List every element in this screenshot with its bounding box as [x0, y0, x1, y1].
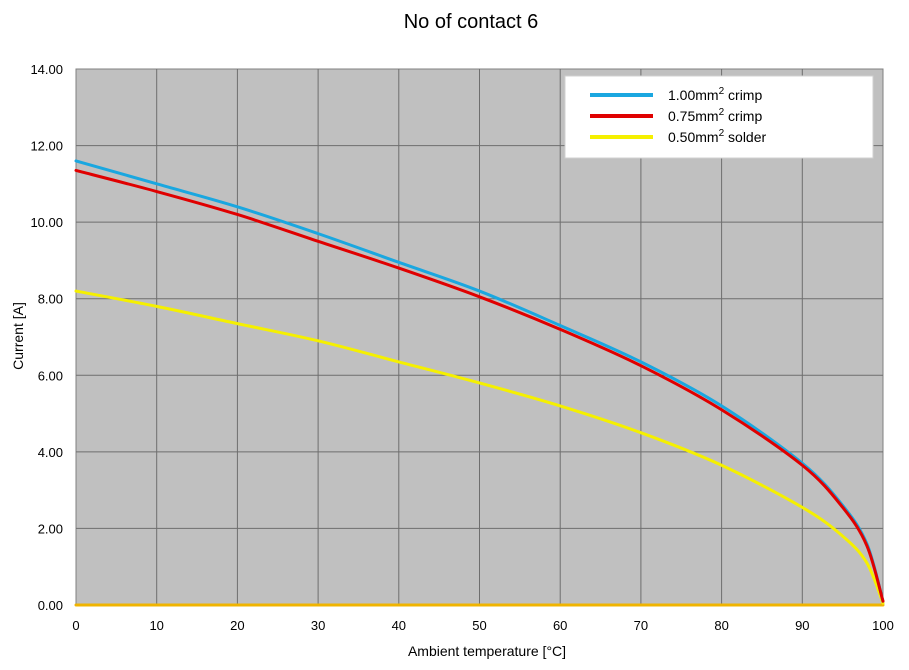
legend: 1.00mm2 crimp 0.75mm2 crimp 0.50mm2 solder — [564, 75, 874, 159]
legend-label: 0.75mm2 crimp — [668, 107, 762, 124]
x-tick-label: 90 — [795, 618, 809, 633]
x-tick-label: 70 — [634, 618, 648, 633]
y-tick-label: 8.00 — [38, 292, 63, 307]
y-tick-label: 12.00 — [30, 139, 63, 154]
x-axis-title: Ambient temperature [°C] — [408, 643, 566, 659]
chart-title: No of contact 6 — [404, 11, 539, 33]
y-tick-label: 0.00 — [38, 598, 63, 613]
x-tick-label: 0 — [72, 618, 79, 633]
y-tick-label: 10.00 — [30, 215, 63, 230]
x-tick-label: 10 — [149, 618, 163, 633]
x-tick-label: 20 — [230, 618, 244, 633]
x-tick-label: 30 — [311, 618, 325, 633]
x-tick-label: 40 — [392, 618, 406, 633]
series-line-2 — [74, 289, 885, 605]
series-lines — [74, 159, 885, 607]
x-tick-label: 80 — [714, 618, 728, 633]
y-tick-label: 4.00 — [38, 445, 63, 460]
y-tick-label: 2.00 — [38, 521, 63, 536]
legend-label: 1.00mm2 crimp — [668, 86, 762, 103]
x-tick-label: 100 — [872, 618, 894, 633]
series-line-1 — [74, 168, 885, 603]
legend-label: 0.50mm2 solder — [668, 128, 766, 145]
y-tick-label: 14.00 — [30, 62, 63, 77]
y-axis-title: Current [A] — [10, 302, 26, 370]
tick-labels: 0 10 20 30 40 50 60 70 80 90 100 0.00 2.00 4.00 6.00 8.… — [30, 62, 893, 633]
x-tick-label: 50 — [472, 618, 486, 633]
y-tick-label: 6.00 — [38, 368, 63, 383]
x-tick-label: 60 — [553, 618, 567, 633]
